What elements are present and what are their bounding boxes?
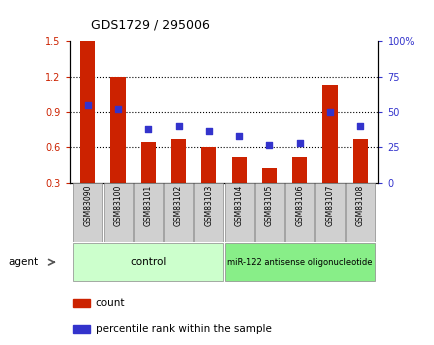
Text: GSM83100: GSM83100 <box>113 185 122 226</box>
Text: GSM83090: GSM83090 <box>83 185 92 226</box>
Text: GSM83101: GSM83101 <box>144 185 152 226</box>
Bar <box>261 168 276 183</box>
FancyBboxPatch shape <box>73 243 223 281</box>
FancyBboxPatch shape <box>73 183 102 242</box>
FancyBboxPatch shape <box>224 243 374 281</box>
Point <box>84 102 91 108</box>
Bar <box>171 139 186 183</box>
Point <box>175 124 182 129</box>
Bar <box>352 139 367 183</box>
Text: GSM83102: GSM83102 <box>174 185 183 226</box>
Bar <box>231 157 246 183</box>
Bar <box>72 325 89 333</box>
FancyBboxPatch shape <box>164 183 193 242</box>
Text: GSM83104: GSM83104 <box>234 185 243 226</box>
Bar <box>72 299 89 307</box>
FancyBboxPatch shape <box>194 183 223 242</box>
Bar <box>141 141 155 183</box>
Text: GSM83108: GSM83108 <box>355 185 364 226</box>
Point <box>114 107 121 112</box>
Text: agent: agent <box>9 257 39 267</box>
Text: GSM83103: GSM83103 <box>204 185 213 226</box>
Text: percentile rank within the sample: percentile rank within the sample <box>95 324 271 334</box>
Point <box>145 126 151 132</box>
Text: miR-122 antisense oligonucleotide: miR-122 antisense oligonucleotide <box>227 258 372 267</box>
Text: GDS1729 / 295006: GDS1729 / 295006 <box>91 18 210 31</box>
FancyBboxPatch shape <box>103 183 132 242</box>
FancyBboxPatch shape <box>224 183 253 242</box>
FancyBboxPatch shape <box>134 183 162 242</box>
Point <box>235 134 242 139</box>
Bar <box>292 157 306 183</box>
Text: GSM83106: GSM83106 <box>295 185 303 226</box>
Text: count: count <box>95 298 125 308</box>
Point <box>205 128 212 133</box>
Point <box>326 109 333 115</box>
FancyBboxPatch shape <box>254 183 283 242</box>
Text: GSM83105: GSM83105 <box>264 185 273 226</box>
Bar <box>80 41 95 183</box>
Text: GSM83107: GSM83107 <box>325 185 334 226</box>
Point <box>296 140 302 146</box>
Bar <box>201 148 216 183</box>
FancyBboxPatch shape <box>315 183 344 242</box>
Point <box>265 142 272 147</box>
Bar <box>322 85 337 183</box>
Bar <box>110 77 125 183</box>
FancyBboxPatch shape <box>285 183 313 242</box>
FancyBboxPatch shape <box>345 183 374 242</box>
Point <box>356 124 363 129</box>
Text: control: control <box>130 257 166 267</box>
